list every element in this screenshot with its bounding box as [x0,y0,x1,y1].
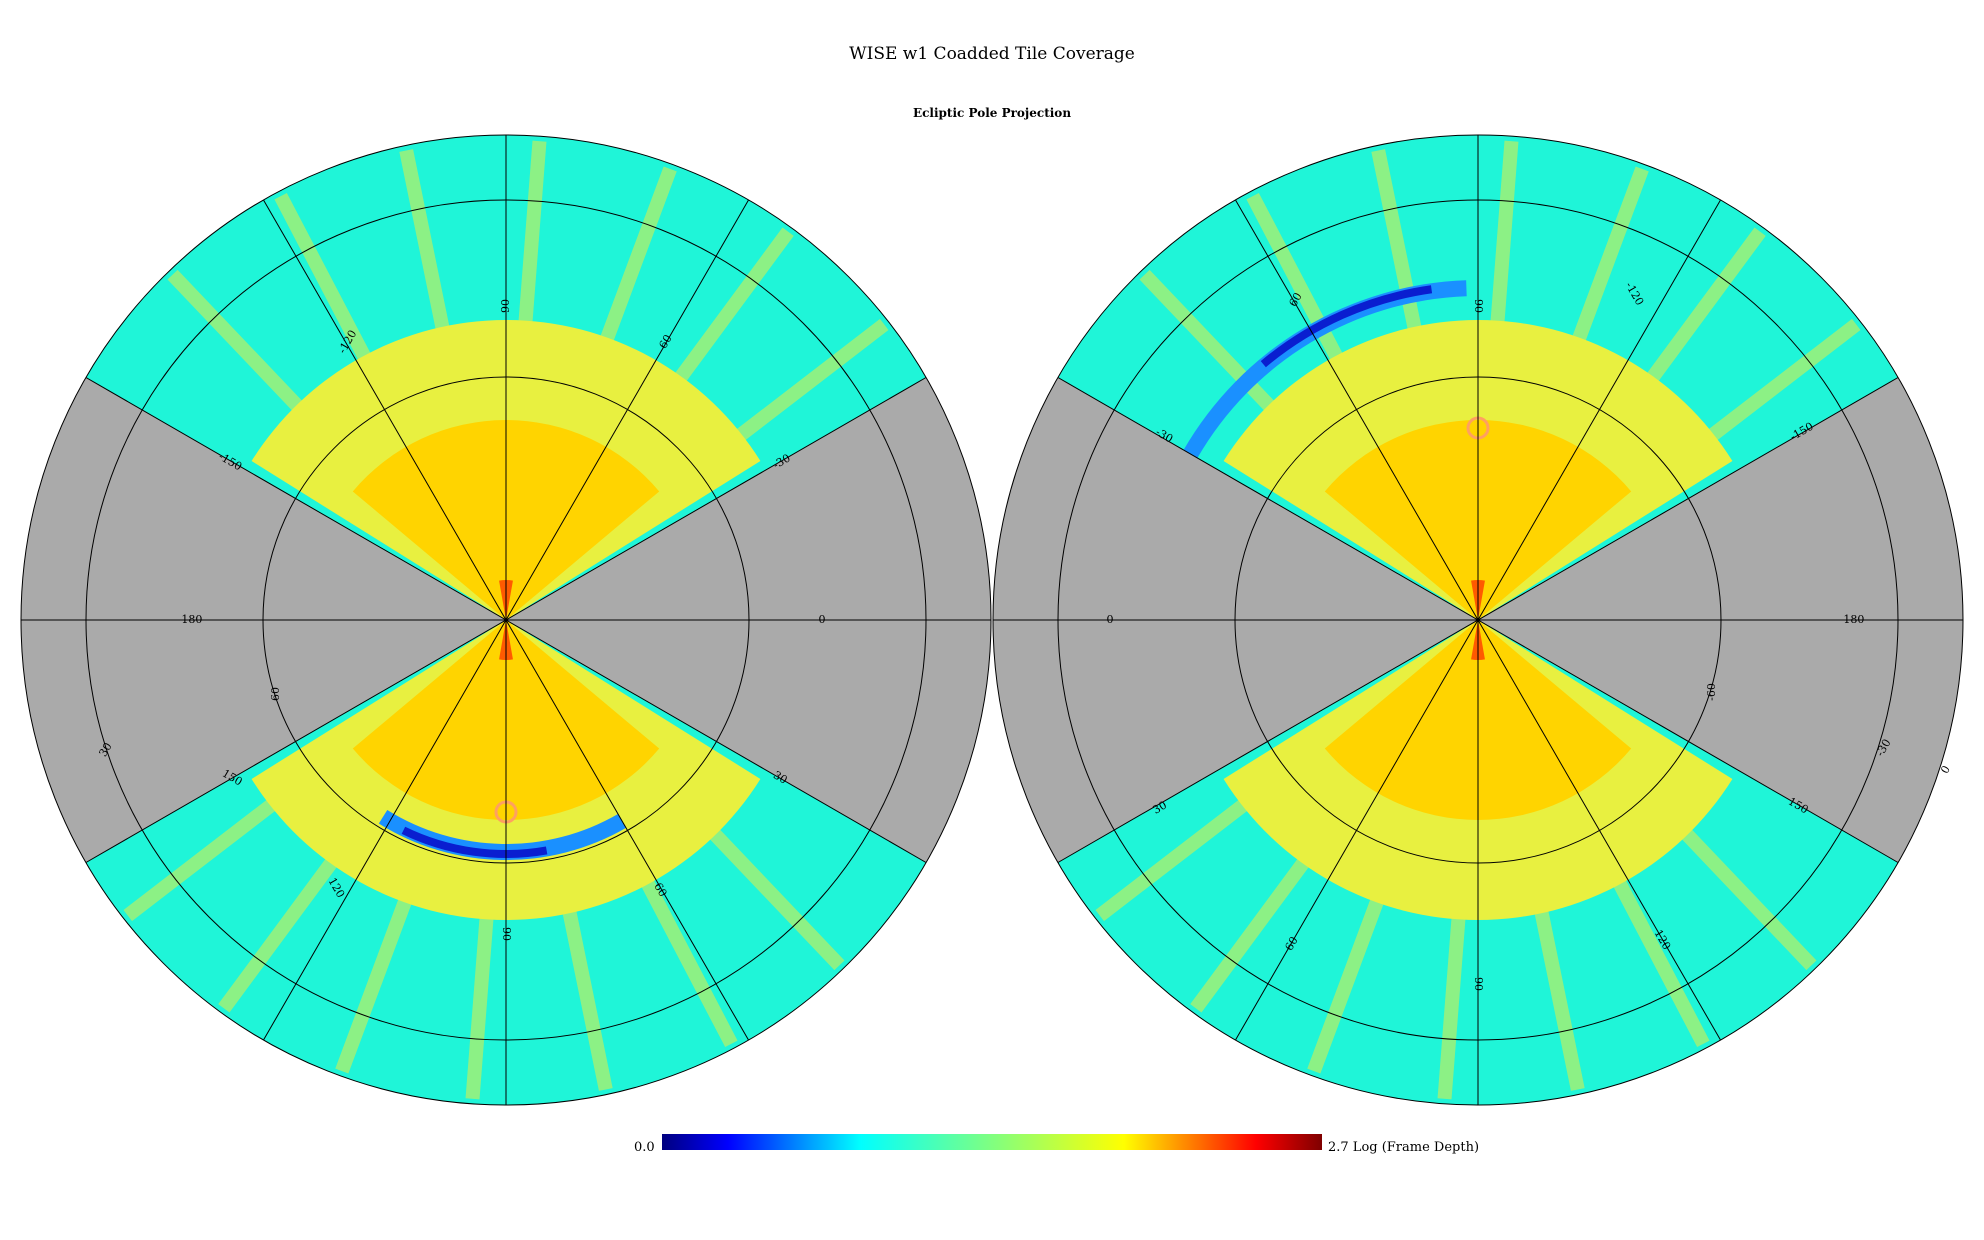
grid-label: 90 [1472,977,1485,991]
colorbar-min-label: 0.0 [634,1140,655,1155]
longitude-line [1057,377,1899,863]
grid-label: 0 [819,613,826,626]
grid-label: 90 [1472,299,1485,313]
grid-label: -180 [1840,613,1865,626]
colorbar [662,1134,1322,1150]
grid-label: -60 [1705,683,1718,701]
grid-label: 60 [1286,290,1304,309]
grid-label: 30 [771,768,790,786]
map-subtitle: Ecliptic Pole Projection [912,106,1072,120]
low-coverage-arc [1260,285,1433,368]
grid-label: 60 [269,687,282,701]
grid-label: 60 [651,880,669,899]
grid-label: 30 [96,740,114,759]
grid-label: 90 [500,927,513,941]
colorbar-max-label: 2.7 Log (Frame Depth) [1328,1140,1480,1155]
grid-label: -180 [178,613,203,626]
map-title: WISE w1 Coadded Tile Coverage [849,44,1135,64]
grid-label: 0 [1107,613,1114,626]
grid-label: 60 [656,332,674,351]
low-coverage-arc [1183,280,1467,458]
low-coverage-arc [401,826,548,858]
grid-label: 60 [1282,934,1300,953]
longitude-line [85,377,927,863]
right-graticule [992,134,1964,1106]
grid-label: 30 [1150,798,1169,816]
left-graticule [20,134,992,1106]
grid-label: 90 [499,299,512,313]
grid-label: 0 [1938,763,1953,776]
